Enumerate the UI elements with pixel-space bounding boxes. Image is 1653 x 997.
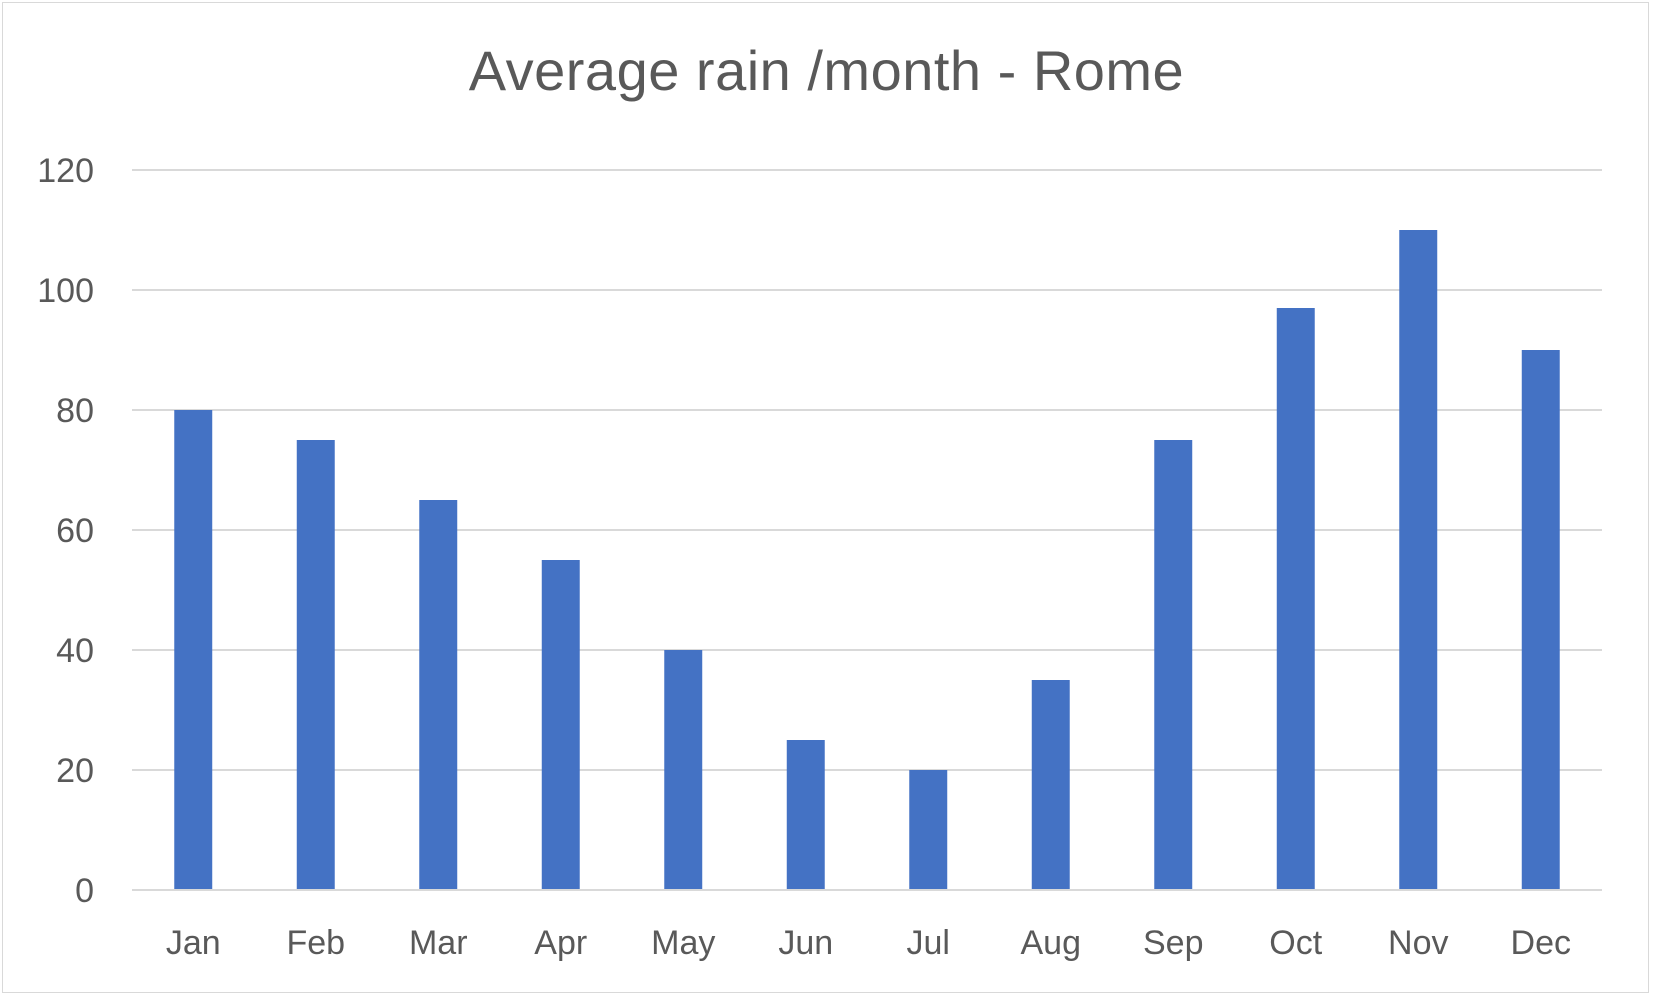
bars — [174, 230, 1560, 890]
x-tick-label: Jan — [166, 924, 221, 962]
x-tick-label: Feb — [286, 924, 345, 962]
x-tick-label: Dec — [1511, 924, 1571, 962]
y-tick-label: 100 — [37, 272, 94, 310]
x-tick-label: Mar — [409, 924, 468, 962]
x-tick-label: Nov — [1388, 924, 1448, 962]
y-tick-label: 60 — [56, 512, 94, 550]
bar-nov — [1399, 230, 1438, 890]
tick-labels: 0 20 40 60 80 100 120 Jan Feb Mar Apr May Jun Jul Aug S… — [37, 152, 1571, 962]
y-tick-label: 40 — [56, 632, 94, 670]
bar-sep — [1154, 440, 1193, 890]
bar-mar — [419, 500, 458, 890]
y-tick-label: 80 — [56, 392, 94, 430]
x-tick-label: Apr — [534, 924, 587, 962]
x-tick-label: Oct — [1269, 924, 1322, 962]
gridlines — [132, 169, 1602, 771]
bar-dec — [1521, 350, 1560, 890]
x-tick-label: Jun — [778, 924, 833, 962]
x-tick-label: Jul — [907, 924, 950, 962]
bar-jul — [909, 770, 948, 890]
bar-jan — [174, 410, 213, 890]
bar-apr — [541, 560, 580, 890]
bar-may — [664, 650, 703, 890]
x-tick-label: May — [651, 924, 715, 962]
bar-feb — [296, 440, 335, 890]
x-tick-label: Aug — [1021, 924, 1082, 962]
bar-oct — [1276, 308, 1315, 890]
x-tick-label: Sep — [1143, 924, 1204, 962]
y-tick-label: 0 — [75, 872, 94, 910]
bar-aug — [1031, 680, 1070, 890]
y-tick-label: 120 — [37, 152, 94, 190]
y-tick-label: 20 — [56, 752, 94, 790]
chart-title: Average rain /month - Rome — [468, 39, 1185, 102]
bar-jun — [786, 740, 825, 890]
